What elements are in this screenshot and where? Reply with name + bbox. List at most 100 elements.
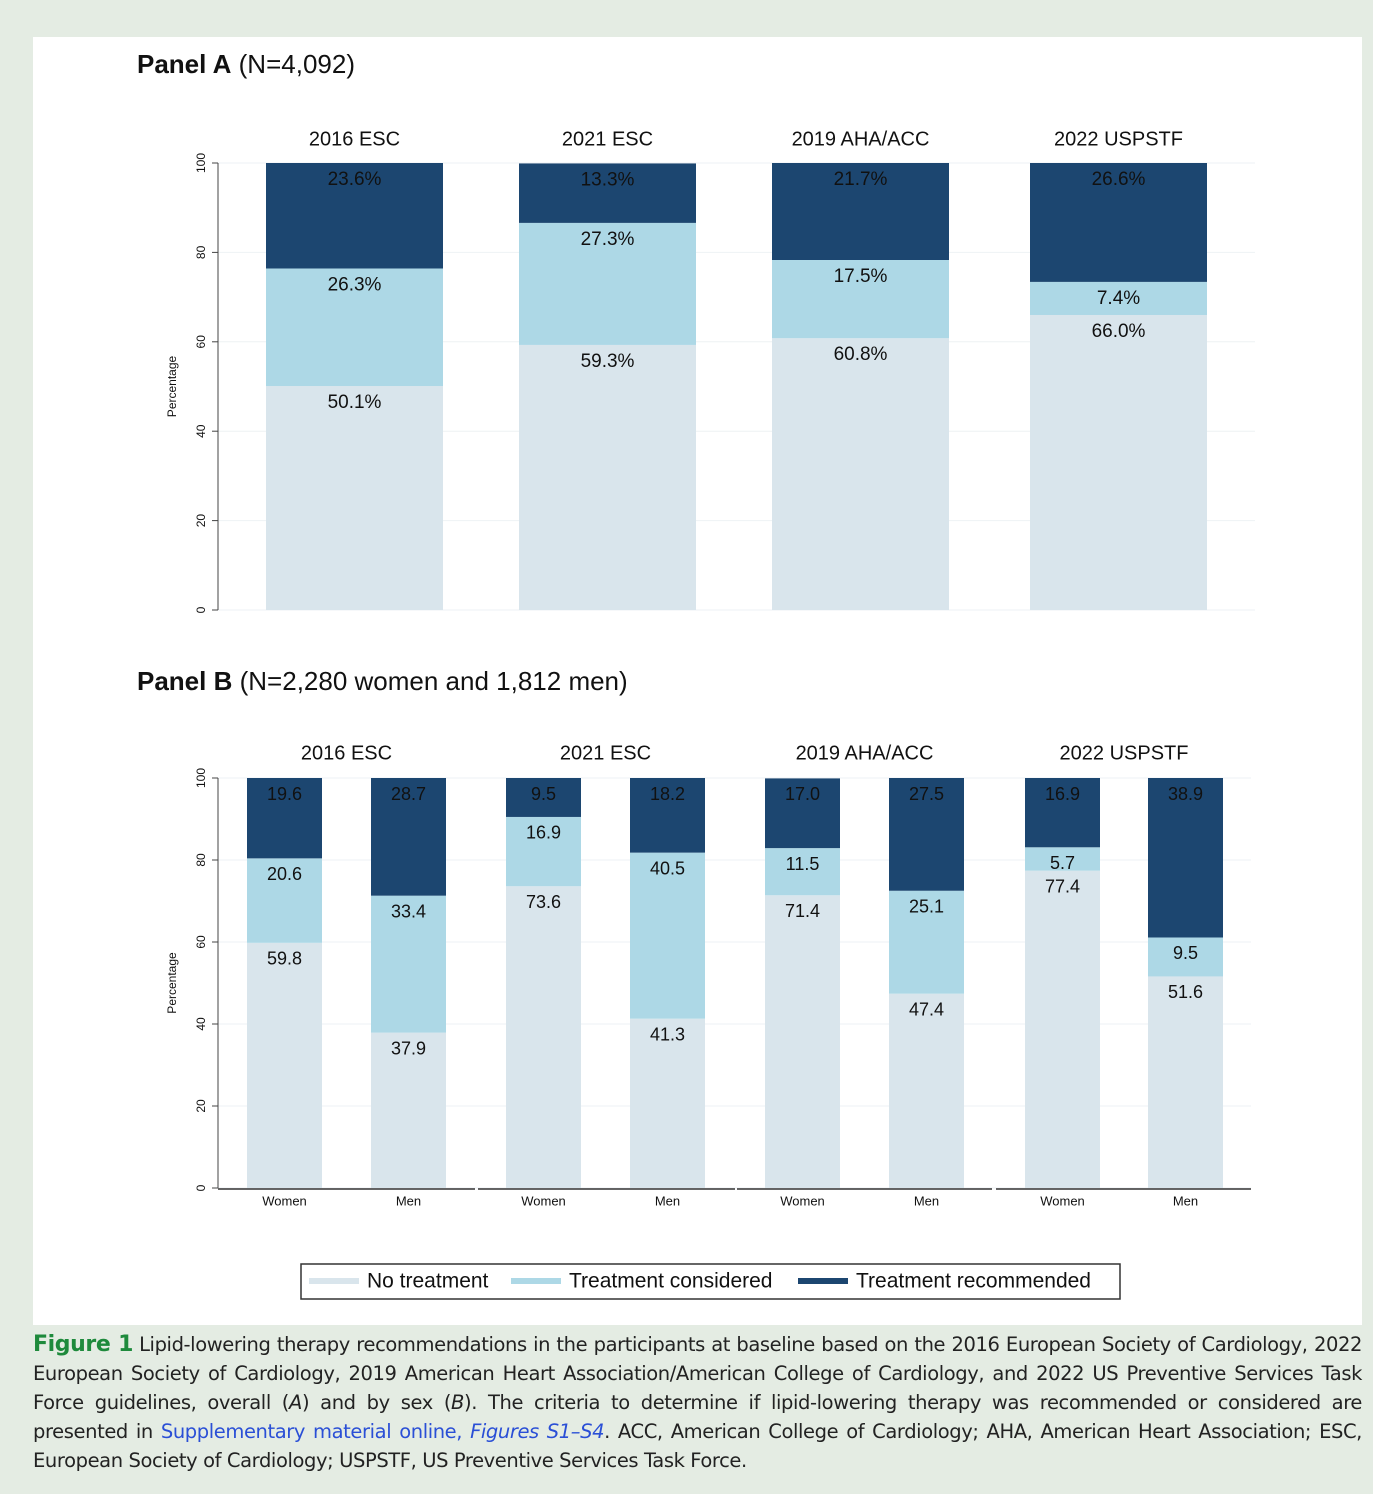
data-label: 77.4	[1045, 876, 1080, 896]
y-axis-label: Percentage	[165, 355, 179, 417]
data-label: 23.6%	[328, 169, 382, 190]
data-label: 26.6%	[1092, 169, 1146, 190]
y-tick-label: 40	[194, 1017, 208, 1031]
panel-title: Panel A	[137, 49, 232, 79]
data-label: 38.9	[1168, 784, 1203, 804]
bar-segment	[772, 259, 949, 339]
bar-segment	[630, 852, 705, 1019]
data-label: 66.0%	[1092, 321, 1146, 342]
caption-label: Figure 1	[33, 1332, 134, 1357]
bar-segment	[1148, 976, 1223, 1188]
data-label: 59.8	[267, 949, 302, 969]
bar-segment	[765, 848, 840, 896]
legend-label: Treatment considered	[569, 1270, 773, 1293]
bar-segment	[772, 338, 949, 610]
bar-segment	[1030, 281, 1207, 315]
x-tick-label: Men	[396, 1193, 421, 1208]
y-tick-label: 100	[194, 153, 208, 173]
legend-box	[300, 1263, 1121, 1300]
facet-title: 2021 ESC	[562, 128, 653, 150]
facet-title: 2022 USPSTF	[1060, 742, 1189, 764]
data-label: 26.3%	[328, 275, 382, 296]
data-label: 71.4	[785, 901, 820, 921]
chart: Panel A (N=4,092) Panel B (N=2,280 women…	[137, 49, 1255, 1300]
data-label: 73.6	[526, 892, 561, 912]
data-label: 40.5	[650, 858, 685, 878]
legend-label: No treatment	[367, 1270, 489, 1293]
data-label: 25.1	[909, 897, 944, 917]
data-label: 27.5	[909, 784, 944, 804]
y-tick-label: 20	[194, 1099, 208, 1113]
bar-segment	[506, 778, 581, 817]
bar-segment	[772, 163, 949, 260]
data-label: 13.3%	[581, 169, 635, 190]
facet-title: 2016 ESC	[301, 742, 392, 764]
bar-segment	[247, 858, 322, 943]
bar-segment	[630, 1018, 705, 1188]
caption-text: ) and by sex (	[301, 1391, 452, 1414]
data-label: 37.9	[391, 1038, 426, 1058]
data-label: 9.5	[1173, 943, 1198, 963]
bar-segment	[1148, 778, 1223, 938]
bar-segment	[266, 163, 443, 269]
caption-text: A	[289, 1391, 302, 1414]
facet-title: 2019 AHA/ACC	[796, 742, 934, 764]
bar-segment	[247, 778, 322, 859]
y-axis-label: Percentage	[165, 952, 179, 1014]
bar-segment	[247, 942, 322, 1188]
y-tick-label: 0	[194, 1184, 208, 1191]
x-tick-label: Women	[521, 1193, 566, 1208]
y-tick-label: 0	[194, 606, 208, 613]
bar-segment	[519, 344, 696, 610]
facet-title: 2021 ESC	[560, 742, 651, 764]
bar-segment	[519, 163, 696, 223]
bar-segment	[889, 993, 964, 1188]
bar-segment	[765, 895, 840, 1188]
y-tick-label: 80	[194, 245, 208, 259]
data-label: 41.3	[650, 1024, 685, 1044]
bar-segment	[1030, 314, 1207, 610]
panel-a-title: Panel A (N=4,092)	[137, 49, 355, 79]
caption-text: . ACC, American College of Cardiology; A…	[33, 1420, 1362, 1472]
facet-title: 2016 ESC	[309, 128, 400, 150]
bar-segment	[1025, 870, 1100, 1188]
data-label: 33.4	[391, 901, 426, 921]
data-label: 19.6	[267, 784, 302, 804]
data-label: 51.6	[1168, 982, 1203, 1002]
caption-link[interactable]: Supplementary material online,	[160, 1420, 471, 1443]
y-tick-label: 20	[194, 514, 208, 528]
caption-link[interactable]: Figures S1–S4	[470, 1420, 605, 1443]
facet-title: 2022 USPSTF	[1054, 128, 1183, 150]
data-label: 21.7%	[834, 169, 888, 190]
caption-text: B	[451, 1391, 465, 1414]
data-label: 47.4	[909, 999, 944, 1019]
data-label: 50.1%	[328, 392, 382, 413]
y-tick-label: 80	[194, 853, 208, 867]
bar-segment	[889, 890, 964, 994]
data-label: 27.3%	[581, 229, 635, 250]
x-tick-label: Women	[1040, 1193, 1085, 1208]
data-label: 16.9	[526, 823, 561, 843]
panel-b-title: Panel B (N=2,280 women and 1,812 men)	[137, 666, 628, 696]
data-label: 17.0	[785, 784, 820, 804]
facet-title: 2019 AHA/ACC	[792, 128, 930, 150]
y-tick-label: 40	[194, 424, 208, 438]
data-label: 20.6	[267, 864, 302, 884]
x-tick-label: Men	[1173, 1193, 1198, 1208]
x-tick-label: Women	[262, 1193, 307, 1208]
data-label: 7.4%	[1097, 288, 1140, 309]
panel-title: Panel B	[137, 666, 232, 696]
bar-segment	[266, 268, 443, 387]
data-label: 11.5	[786, 854, 820, 874]
bar-segment	[765, 778, 840, 849]
caption-text: Lipid-lowering therapy recommendations i…	[33, 1333, 1362, 1414]
x-tick-label: Men	[914, 1193, 939, 1208]
caption-text: ). The criteria to determine if lipid-lo…	[33, 1391, 1362, 1443]
x-tick-label: Women	[780, 1193, 825, 1208]
bar-segment	[266, 386, 443, 610]
bar-segment	[1025, 778, 1100, 848]
data-label: 18.2	[650, 784, 685, 804]
bar-segment	[1025, 847, 1100, 871]
y-tick-label: 60	[194, 935, 208, 949]
